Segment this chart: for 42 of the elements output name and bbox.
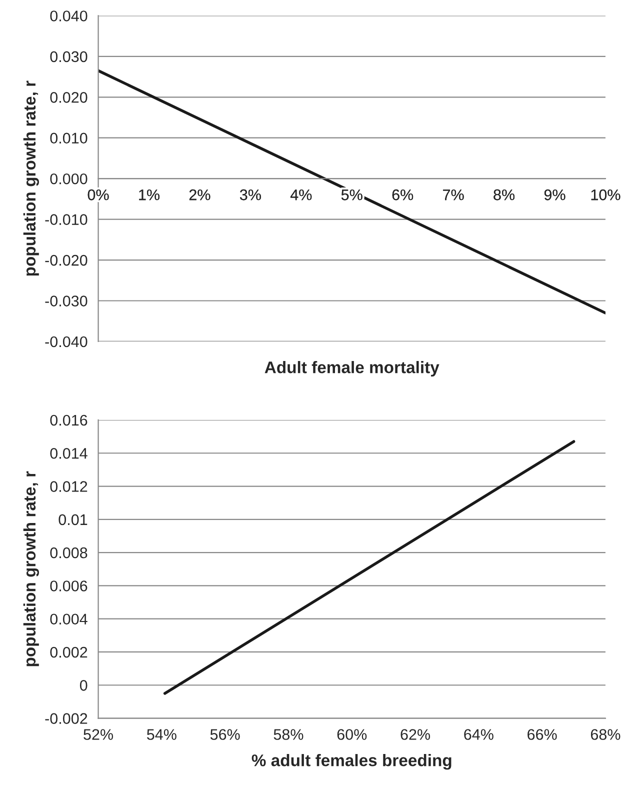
- x-tick-label: 60%: [337, 729, 367, 740]
- x-tick-label: 2%: [189, 189, 210, 200]
- y-tick-label: 0.020: [50, 92, 88, 103]
- x-tick-label: 7%: [443, 189, 464, 200]
- y-tick-label: 0.030: [50, 51, 88, 62]
- y-tick-label: 0.004: [50, 614, 88, 625]
- x-tick-label: 4%: [290, 189, 312, 200]
- x-tick-label: 52%: [84, 729, 114, 740]
- y-tick-label: -0.030: [45, 296, 88, 306]
- y-tick-label: -0.010: [45, 214, 88, 225]
- x-tick-label: 8%: [494, 189, 515, 200]
- y-tick-label: 0.006: [50, 580, 88, 592]
- x-tick-label: 62%: [400, 729, 430, 740]
- y-tick-label: -0.002: [45, 713, 88, 724]
- y-tick-label: 0.002: [50, 646, 88, 658]
- y-tick-label: 0.014: [50, 448, 88, 459]
- x-tick-label: 1%: [139, 189, 160, 200]
- x-tick-label: 10%: [591, 189, 620, 200]
- y-tick-label: 0.016: [50, 414, 88, 426]
- y-tick-label: 0.000: [50, 173, 88, 184]
- x-tick-label: 68%: [590, 729, 620, 740]
- x-tick-label: 9%: [544, 189, 566, 200]
- x-tick-label: 64%: [464, 729, 494, 740]
- y-tick-label: 0.01: [58, 514, 88, 526]
- x-tick-label: 6%: [392, 189, 414, 200]
- x-tick-label: 0%: [88, 189, 109, 200]
- y-tick-label: -0.040: [45, 336, 88, 348]
- x-axis-title: % adult females breeding: [252, 754, 452, 770]
- x-tick-label: 58%: [274, 729, 304, 740]
- x-tick-label: 56%: [210, 729, 240, 740]
- y-axis-title: population growth rate, r: [23, 80, 39, 276]
- y-tick-label: 0.012: [50, 481, 88, 492]
- y-tick-label: 0.010: [50, 132, 88, 144]
- y-tick-label: 0.008: [50, 547, 88, 558]
- x-tick-label: 54%: [146, 729, 176, 740]
- x-tick-label: 3%: [240, 189, 261, 200]
- x-axis-title: Adult female mortality: [264, 361, 440, 377]
- y-tick-label: -0.020: [45, 254, 88, 266]
- x-tick-label: 66%: [528, 729, 557, 740]
- y-axis-title: population growth rate, r: [23, 471, 39, 666]
- y-tick-label: 0.040: [50, 10, 88, 22]
- y-tick-label: 0: [80, 680, 88, 691]
